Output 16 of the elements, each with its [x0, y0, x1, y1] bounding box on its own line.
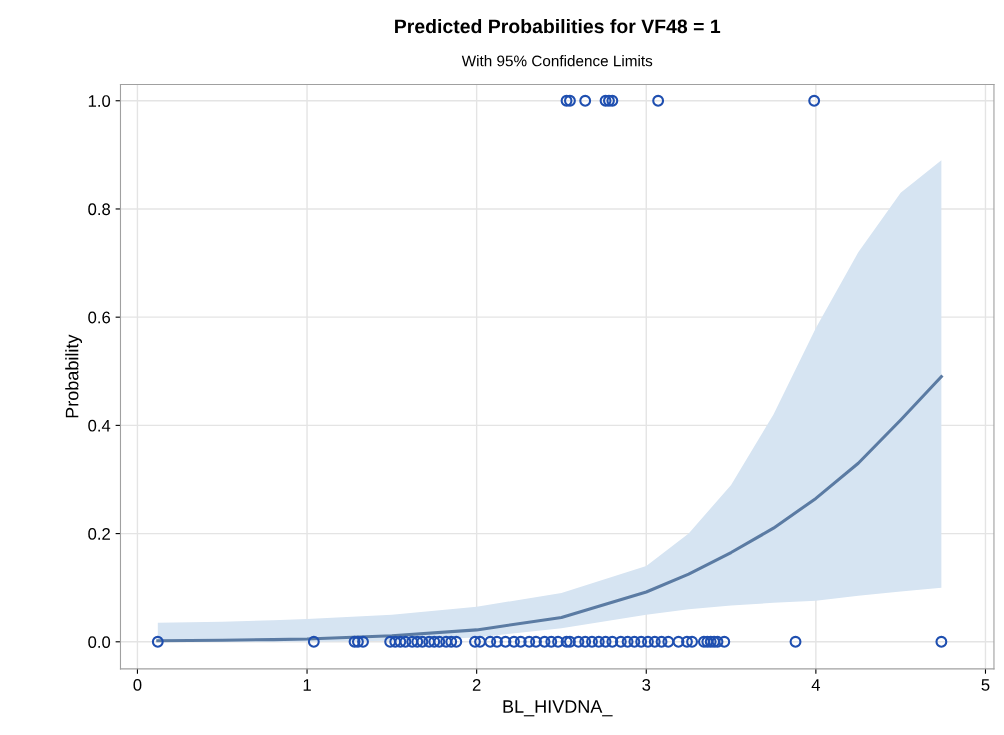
x-tick-label: 4 [811, 679, 821, 691]
x-tick-label: 0 [133, 679, 142, 691]
x-axis-title: BL_HIVDNA_ [503, 700, 613, 717]
chart-subtitle: With 95% Confidence Limits [461, 55, 653, 67]
y-tick-label: 0.0 [88, 636, 111, 648]
y-tick-label: 0.8 [88, 203, 111, 216]
x-tick-label: 1 [303, 679, 311, 691]
x-tick-label: 5 [981, 679, 990, 691]
x-tick-label: 3 [642, 679, 651, 691]
y-tick-label: 1.0 [88, 95, 111, 107]
chart-title: Predicted Probabilities for VF48 = 1 [395, 18, 721, 34]
y-axis-title: Probability [65, 334, 83, 418]
x-tick-label: 2 [472, 679, 481, 691]
y-tick-label: 0.2 [88, 527, 110, 540]
y-tick-label: 0.6 [88, 311, 111, 324]
y-tick-label: 0.4 [88, 419, 111, 432]
